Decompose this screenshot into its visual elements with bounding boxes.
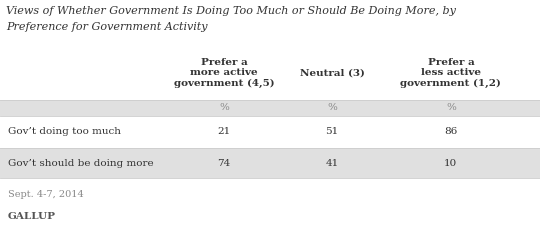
Bar [0, 148, 540, 178]
Text: Gov’t should be doing more: Gov’t should be doing more [8, 159, 154, 168]
Text: 10: 10 [444, 159, 457, 168]
Text: Neutral (3): Neutral (3) [300, 68, 365, 77]
Text: Gov’t doing too much: Gov’t doing too much [8, 127, 121, 136]
Text: %: % [219, 104, 229, 113]
Text: 21: 21 [218, 127, 231, 136]
Text: %: % [327, 104, 337, 113]
Text: Prefer a
less active
government (1,2): Prefer a less active government (1,2) [401, 58, 501, 88]
Text: 86: 86 [444, 127, 457, 136]
Text: Prefer a
more active
government (4,5): Prefer a more active government (4,5) [174, 58, 274, 88]
Text: Preference for Government Activity: Preference for Government Activity [6, 22, 207, 32]
Text: 74: 74 [218, 159, 231, 168]
Text: GALLUP: GALLUP [8, 212, 56, 221]
Bar [0, 100, 540, 116]
Text: Sept. 4-7, 2014: Sept. 4-7, 2014 [8, 190, 84, 199]
Text: Views of Whether Government Is Doing Too Much or Should Be Doing More, by: Views of Whether Government Is Doing Too… [6, 6, 456, 16]
Text: 41: 41 [326, 159, 339, 168]
Text: 51: 51 [326, 127, 339, 136]
Text: %: % [446, 104, 456, 113]
